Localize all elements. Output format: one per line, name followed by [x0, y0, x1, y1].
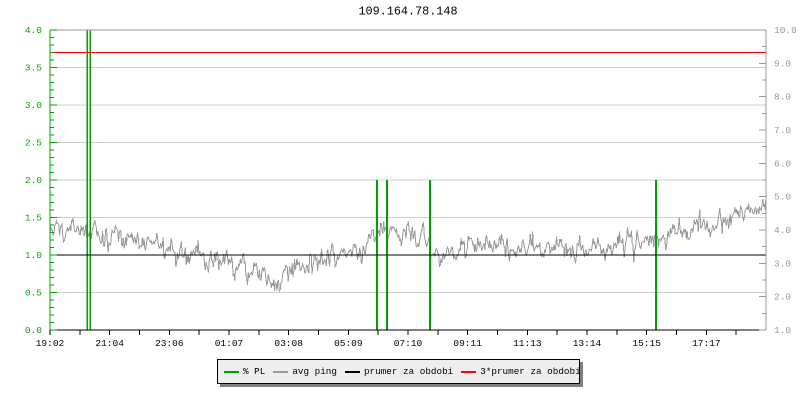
svg-text:8.0: 8.0	[774, 92, 791, 103]
svg-text:23:06: 23:06	[155, 338, 184, 349]
svg-text:0.0: 0.0	[25, 325, 42, 336]
svg-text:1.5: 1.5	[25, 213, 42, 224]
svg-text:3.0: 3.0	[25, 100, 42, 111]
svg-text:4.0: 4.0	[774, 225, 791, 236]
svg-text:9.0: 9.0	[774, 58, 791, 69]
svg-text:1.0: 1.0	[774, 325, 791, 336]
svg-text:2.0: 2.0	[25, 175, 42, 186]
svg-text:5.0: 5.0	[774, 192, 791, 203]
svg-text:07:10: 07:10	[394, 338, 423, 349]
svg-text:0.5: 0.5	[25, 288, 42, 299]
svg-text:6.0: 6.0	[774, 158, 791, 169]
svg-text:01:07: 01:07	[215, 338, 244, 349]
svg-text:03:08: 03:08	[274, 338, 303, 349]
svg-text:10.0: 10.0	[774, 25, 797, 36]
svg-text:19:02: 19:02	[36, 338, 65, 349]
svg-text:2.5: 2.5	[25, 138, 42, 149]
svg-text:09:11: 09:11	[453, 338, 482, 349]
svg-text:2.0: 2.0	[774, 292, 791, 303]
svg-text:109.164.78.148: 109.164.78.148	[358, 5, 457, 19]
svg-text:13:14: 13:14	[573, 338, 602, 349]
svg-text:7.0: 7.0	[774, 125, 791, 136]
svg-text:3.5: 3.5	[25, 63, 42, 74]
svg-text:17:17: 17:17	[692, 338, 721, 349]
svg-text:21:04: 21:04	[95, 338, 124, 349]
svg-text:11:13: 11:13	[513, 338, 542, 349]
svg-text:3.0: 3.0	[774, 258, 791, 269]
svg-text:15:15: 15:15	[632, 338, 661, 349]
svg-text:05:09: 05:09	[334, 338, 363, 349]
svg-text:4.0: 4.0	[25, 25, 42, 36]
svg-text:1.0: 1.0	[25, 250, 42, 261]
